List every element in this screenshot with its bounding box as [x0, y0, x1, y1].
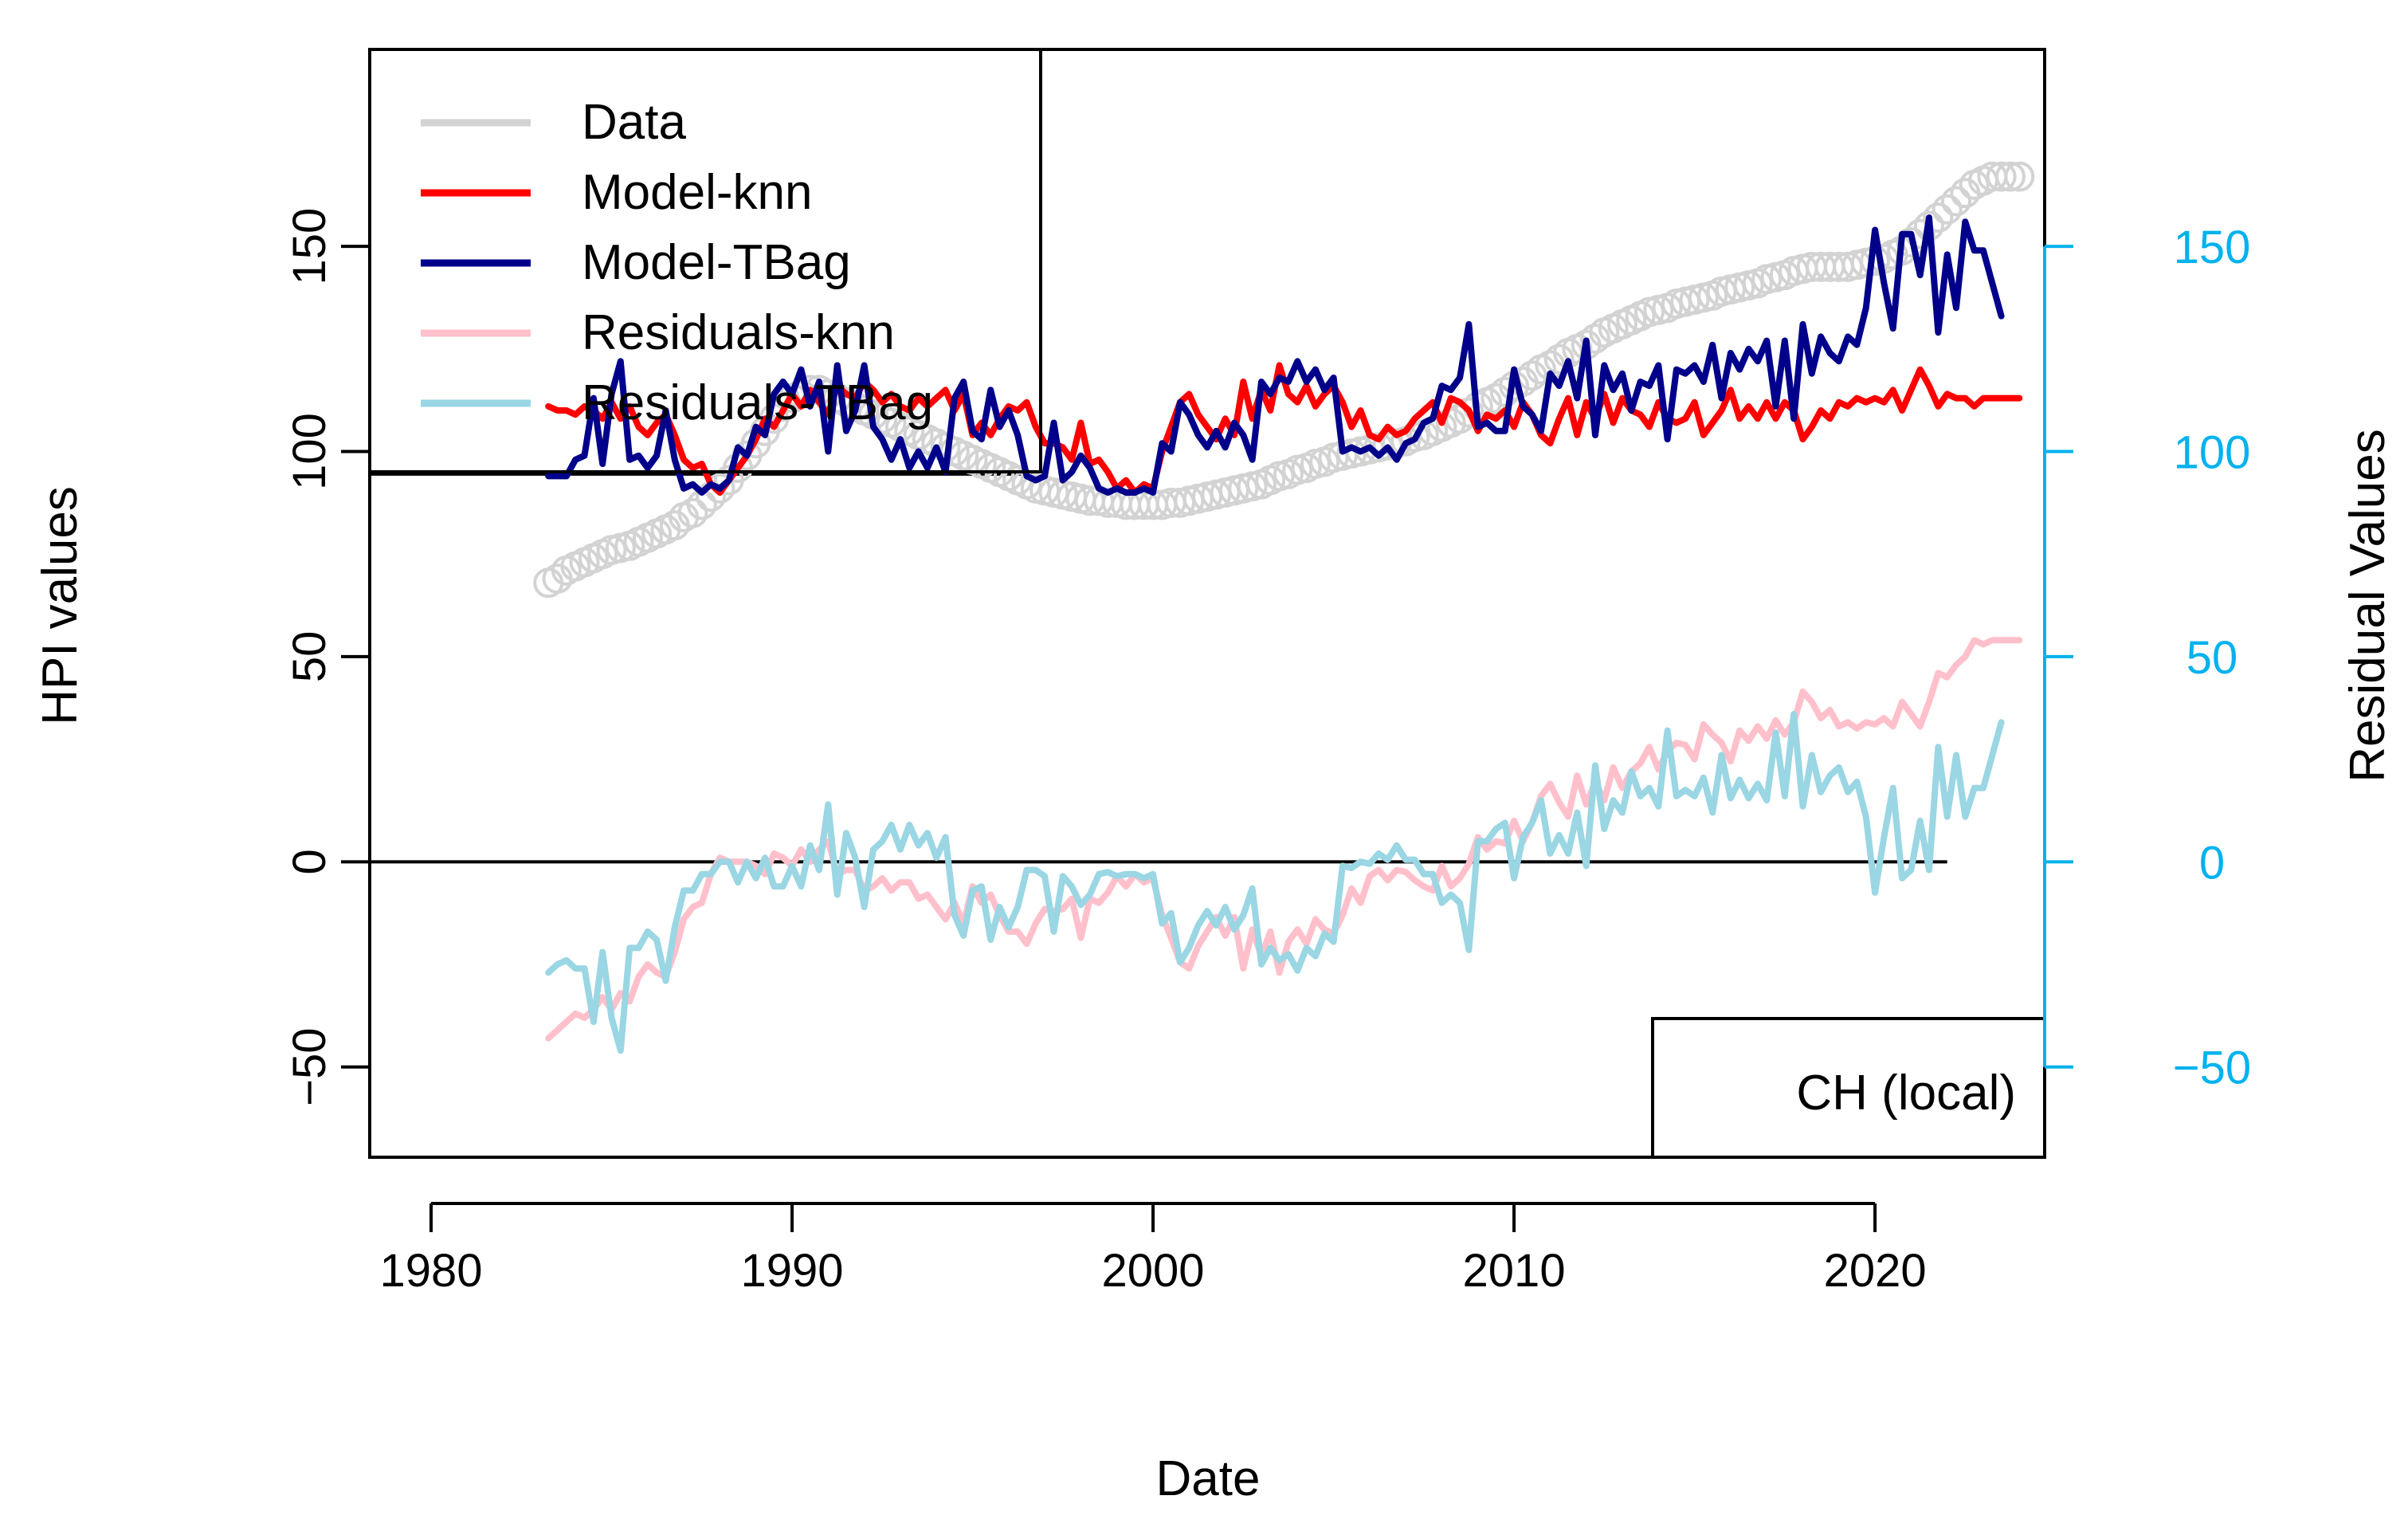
x-tick-label-1990: 1990 — [741, 1245, 844, 1297]
line-model-tbag — [545, 214, 2005, 496]
data-point-156 — [1941, 186, 1972, 217]
x-axis-title: Date — [1156, 1451, 1261, 1506]
legend-label-data: Data — [582, 95, 686, 150]
data-point-102 — [1453, 397, 1484, 428]
y-axis-title: HPI values — [33, 486, 88, 725]
data-point-16 — [677, 497, 708, 528]
x-tick-label-2010: 2010 — [1463, 1245, 1566, 1297]
series-residuals-tbag — [545, 711, 2005, 1054]
data-point-162 — [1994, 161, 2026, 192]
y-right-tick-label-0: −50 — [2173, 1042, 2251, 1094]
y-tick-label-4: 150 — [284, 208, 335, 285]
y-axis-right-title: Residual Values — [2340, 429, 2395, 782]
y-tick-label-1: 0 — [284, 849, 335, 874]
data-point-155 — [1931, 194, 1963, 225]
data-point-116 — [1579, 323, 1610, 354]
legend-label-model-tbag: Model-TBag — [582, 235, 851, 290]
data-point-112 — [1543, 344, 1575, 375]
series-data — [533, 161, 2035, 599]
data-point-163 — [2004, 161, 2035, 192]
y-right-tick-label-1: 0 — [2199, 837, 2225, 889]
x-tick-label-1980: 1980 — [379, 1245, 482, 1297]
data-point-161 — [1986, 161, 2017, 192]
y-tick-label-3: 100 — [284, 413, 335, 490]
region-annotation: CH (local) — [1651, 1017, 2046, 1159]
y-right-tick-label-2: 50 — [2186, 632, 2238, 684]
x-tick-label-2020: 2020 — [1824, 1245, 1927, 1297]
y-right-tick-label-4: 150 — [2174, 222, 2251, 273]
y-right-tick-label-3: 100 — [2174, 427, 2251, 479]
legend-label-model-knn: Model-knn — [582, 165, 812, 220]
legend-label-residuals-tbag: Residuals-TBag — [582, 375, 933, 430]
y-tick-label-0: −50 — [284, 1028, 335, 1106]
legend: Data Model-knn Model-TBag Residuals-knn … — [368, 48, 1042, 473]
y-tick-label-2: 50 — [284, 631, 335, 683]
series-layer — [533, 161, 2035, 1054]
x-tick-label-2000: 2000 — [1102, 1245, 1205, 1297]
annotation-label: CH (local) — [1796, 1066, 2016, 1121]
axes: 1980 1990 2000 2010 2020 −50 0 50 100 150 −50 0 50 10… — [284, 208, 2251, 1297]
legend-label-residuals-knn: Residuals-knn — [582, 305, 895, 360]
data-point-154 — [1923, 202, 1954, 234]
series-model-tbag — [545, 214, 2005, 496]
line-residuals-tbag — [545, 711, 2005, 1054]
annotation-box — [1651, 1017, 2046, 1159]
